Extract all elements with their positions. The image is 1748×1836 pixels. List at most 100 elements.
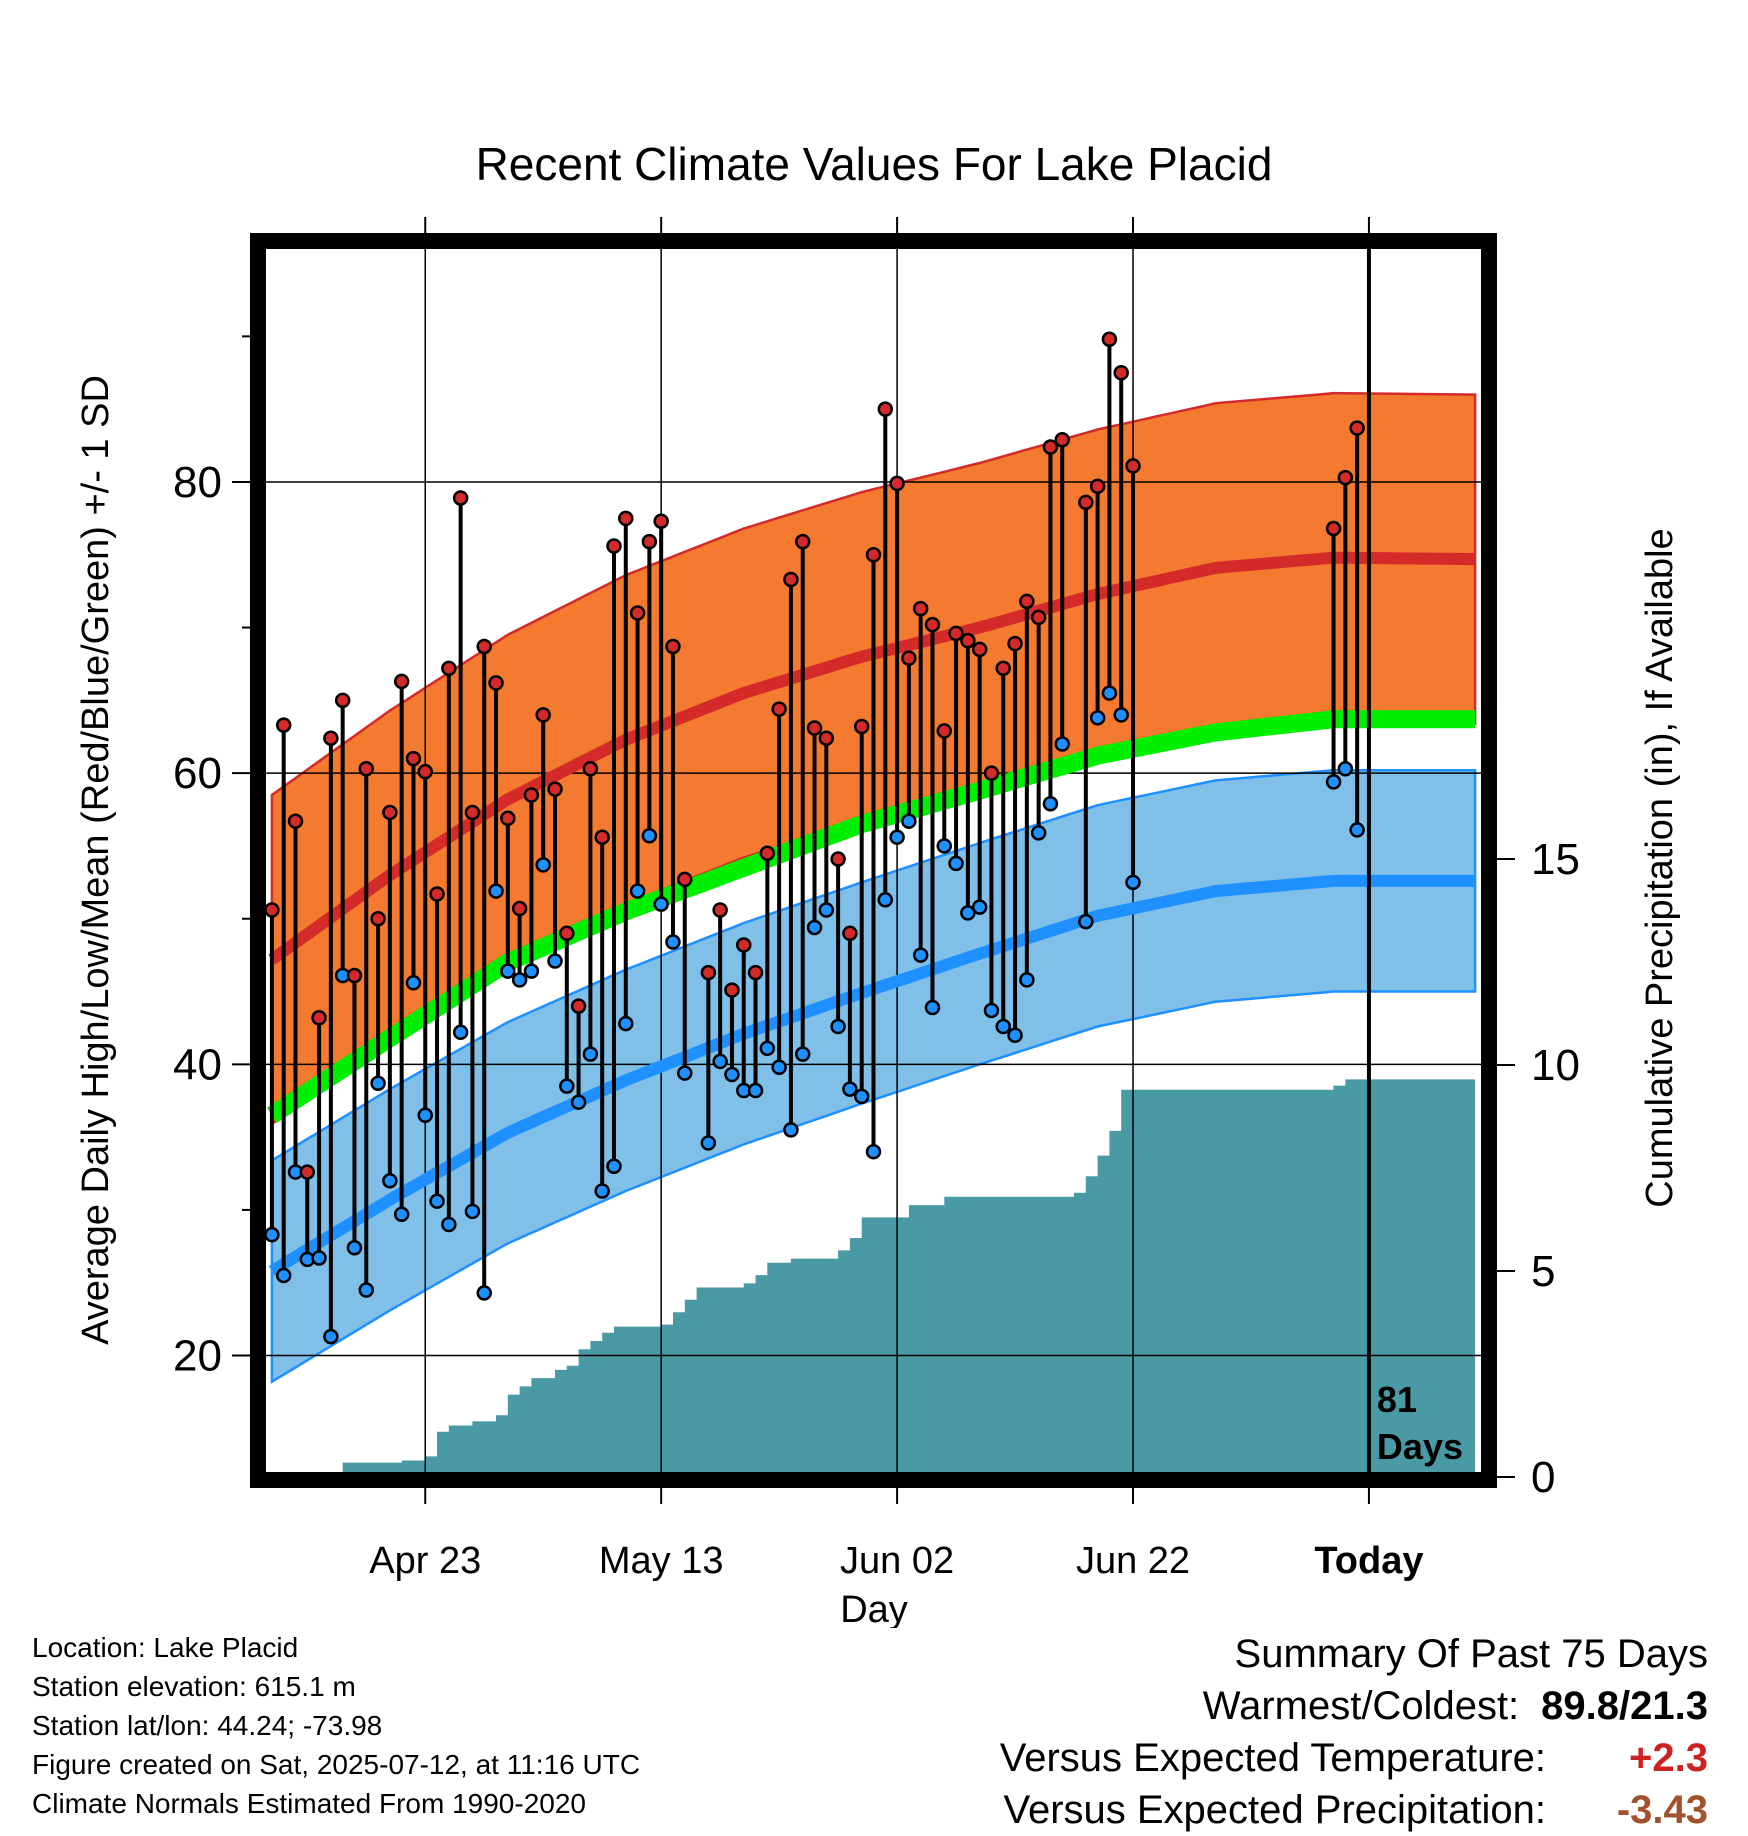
daily-low-point [747, 1082, 764, 1099]
x-axis-label: Day [840, 1589, 908, 1628]
daily-high-point [1054, 431, 1070, 448]
daily-high-point [936, 723, 953, 739]
daily-low-point [511, 972, 528, 988]
temp-departure-row: Versus Expected Temperature: +2.3 [1000, 1732, 1708, 1784]
daily-high-point [488, 675, 504, 691]
daily-low-point [995, 1018, 1012, 1035]
daily-low-point [417, 1107, 433, 1124]
daily-high-point [700, 964, 717, 981]
daily-low-point [594, 1183, 610, 1199]
daily-high-point [266, 902, 280, 918]
daily-high-point [747, 964, 764, 981]
daily-high-point [877, 401, 894, 417]
daily-low-point [1349, 822, 1365, 838]
warmest-value: 89.8/21.3 [1541, 1684, 1708, 1728]
y2-tick-label: 0 [1531, 1453, 1555, 1502]
daily-low-point [700, 1135, 717, 1151]
y2-tick-label: 10 [1531, 1041, 1580, 1090]
daily-high-point [759, 845, 776, 861]
daily-low-point [346, 1240, 363, 1256]
daily-low-point [771, 1059, 787, 1075]
daily-low-point [452, 1024, 469, 1041]
daily-low-point [1325, 774, 1342, 790]
today-count-number: 81 [1377, 1379, 1417, 1420]
daily-high-point [500, 810, 516, 827]
daily-high-point [1019, 593, 1035, 610]
daily-high-point [1325, 520, 1342, 537]
precip-area [342, 1079, 1476, 1472]
daily-high-point [464, 804, 481, 821]
daily-low-point [948, 855, 964, 872]
daily-low-point [806, 919, 823, 936]
daily-high-point [370, 910, 386, 927]
daily-low-point [641, 827, 658, 844]
daily-high-point [1030, 609, 1047, 626]
daily-low-point [559, 1078, 575, 1094]
daily-low-point [535, 857, 551, 873]
daily-high-point [912, 600, 929, 617]
daily-high-point [901, 650, 917, 666]
daily-high-point [842, 925, 858, 942]
created-text: Figure created on Sat, 2025-07-12, at 11… [32, 1749, 641, 1780]
daily-high-point [1042, 439, 1059, 455]
daily-high-point [618, 510, 634, 527]
daily-high-point [971, 641, 988, 658]
summary-panel: Summary Of Past 75 Days Warmest/Coldest:… [1000, 1628, 1708, 1836]
daily-high-point [429, 886, 445, 902]
daily-low-point [842, 1081, 858, 1097]
daily-low-point [1019, 972, 1035, 988]
daily-low-point [582, 1046, 599, 1062]
daily-low-point [500, 963, 516, 979]
daily-high-point [417, 763, 433, 780]
daily-high-point [393, 673, 410, 690]
daily-high-point [665, 638, 681, 655]
x-tick-label: Today [1314, 1540, 1423, 1582]
daily-high-point [570, 998, 587, 1014]
daily-low-point [759, 1040, 776, 1057]
daily-low-point [653, 896, 669, 912]
warmest-label: Warmest/Coldest: [1202, 1684, 1520, 1728]
plot-interior: 81 Days [266, 249, 1481, 1472]
daily-low-point [1030, 825, 1047, 841]
temp-departure-value: +2.3 [1629, 1736, 1708, 1780]
daily-high-point [629, 605, 646, 621]
daily-low-point [724, 1066, 740, 1083]
climate-chart: Recent Climate Values For Lake Placid 81… [75, 138, 1681, 1628]
daily-high-point [511, 900, 528, 917]
daily-low-point [441, 1216, 457, 1233]
daily-high-point [323, 730, 339, 746]
daily-high-point [523, 787, 540, 803]
daily-high-point [594, 829, 610, 845]
daily-high-point [405, 750, 422, 767]
daily-low-point [1337, 761, 1354, 777]
daily-low-point [523, 963, 540, 979]
daily-high-point [559, 925, 575, 942]
daily-low-point [488, 883, 504, 899]
daily-low-point [464, 1203, 481, 1220]
elevation-text: Station elevation: 615.1 m [32, 1671, 356, 1702]
summary-title: Summary Of Past 75 Days [1234, 1632, 1708, 1676]
daily-low-point [323, 1328, 339, 1345]
daily-low-point [393, 1206, 410, 1223]
daily-low-point [783, 1122, 799, 1138]
daily-high-point [1078, 494, 1094, 511]
precip-departure-label: Versus Expected Precipitation: [1003, 1788, 1546, 1832]
daily-low-point [1078, 913, 1094, 930]
daily-low-point [382, 1173, 398, 1189]
daily-high-point [346, 967, 363, 984]
daily-high-point [712, 902, 728, 918]
warmest-coldest-row: Warmest/Coldest: 89.8/21.3 [1000, 1680, 1708, 1732]
daily-low-point [818, 902, 835, 918]
daily-high-point [1101, 331, 1118, 348]
daily-high-point [853, 718, 870, 735]
daily-low-point [606, 1158, 622, 1174]
daily-low-point [865, 1143, 882, 1160]
daily-high-point [806, 720, 823, 736]
daily-high-point [1337, 469, 1354, 486]
daily-high-point [311, 1009, 327, 1026]
daily-low-point [983, 1002, 1000, 1019]
daily-low-point [547, 953, 563, 969]
daily-high-point [818, 730, 835, 746]
daily-high-point [735, 937, 752, 953]
precip-departure-value: -3.43 [1616, 1788, 1708, 1832]
